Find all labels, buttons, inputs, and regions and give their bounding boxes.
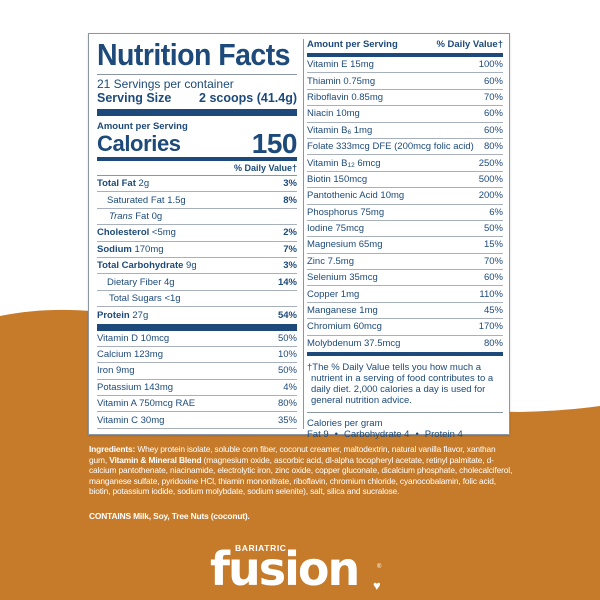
calories-per-gram: Calories per gram Fat 9 • Carbohydrate 4 • P… [307,418,503,440]
amount-per-serving: Amount per Serving [97,121,188,132]
micronutrient-row-iodine: Iodine 75mcg 50% [307,221,503,238]
column-divider [303,39,304,429]
micronutrient-row-copper: Copper 1mg 110% [307,286,503,303]
micronutrient-row-selenium: Selenium 35mcg 60% [307,270,503,287]
nutrient-row-sodium: Sodium 170mg 7% [97,242,297,258]
micronutrient-row-magnesium: Magnesium 65mg 15% [307,237,503,254]
registered-mark-icon: ® [377,564,382,570]
right-column-header: Amount per Serving % Daily Value† [307,37,503,53]
calories-per-gram-label: Calories per gram [307,418,383,430]
nutrition-facts-panel: Nutrition Facts 21 Servings per containe… [88,33,510,440]
vitamin-mineral-blend-label: Vitamin & Mineral Blend [109,454,202,465]
micronutrient-row-chromium: Chromium 60mcg 170% [307,319,503,336]
ingredients-label: Ingredients: [89,444,136,454]
micronutrient-row-riboflavin: Riboflavin 0.85mg 70% [307,90,503,107]
micronutrient-row-vitamin-b6: Vitamin B6 1mg 60% [307,123,503,139]
calories-value: 150 [251,128,298,159]
micronutrient-row-folate: Folate 333mcg DFE (200mcg folic acid) 80% [307,139,503,156]
nutrient-row-total-fat: Total Fat 2g 3% [97,176,297,193]
daily-value-footnote: †The % Daily Value tells you how much a … [307,362,503,414]
micronutrient-row-vitamin-e: Vitamin E 15mg 100% [307,57,503,74]
medium-divider [307,352,503,357]
calories-per-gram-values: Fat 9 • Carbohydrate 4 • Protein 4 [307,429,463,441]
micronutrient-row-iron: Iron 9mg 50% [97,363,297,380]
micronutrient-row-zinc: Zinc 7.5mg 70% [307,254,503,271]
medium-divider [307,53,503,57]
thick-divider [97,323,297,331]
nutrition-right-column: Amount per Serving % Daily Value† Vitami… [307,34,503,440]
micronutrient-row-thiamin: Thiamin 0.75mg 60% [307,73,503,90]
nutrient-row-dietary-fiber: Dietary Fiber 4g 14% [97,274,297,291]
micronutrient-row-pantothenic-acid: Pantothenic Acid 10mg 200% [307,188,503,205]
heart-icon: ♥ [373,578,381,593]
amount-per-serving-header: Amount per Serving [307,39,398,50]
nutrient-row-saturated-fat: Saturated Fat 1.5g 8% [97,192,297,209]
serving-size-label: Serving Size [97,91,172,105]
micronutrient-row-niacin: Niacin 10mg 60% [307,106,503,123]
logo-bariatric-text: BARIATRIC [235,543,287,553]
calories-row: Calories 150 [97,128,298,159]
micronutrient-row-potassium: Potassium 143mg 4% [97,380,297,397]
nutrient-row-protein: Protein 27g 54% [97,309,297,321]
bullet-icon: • [415,429,419,441]
micronutrient-row-manganese: Manganese 1mg 45% [307,303,503,320]
serving-size-value: 2 scoops (41.4g) [199,91,297,105]
daily-value-header: % Daily Value† [97,161,297,176]
ingredients-list: Ingredients: Whey protein isolate, solub… [89,444,513,496]
servings-per-container: 21 Servings per container [97,77,234,91]
divider [97,74,297,75]
thick-divider [97,109,297,116]
micronutrient-row-biotin: Biotin 150mcg 500% [307,172,503,189]
micronutrient-row-calcium: Calcium 123mg 10% [97,347,297,364]
micronutrient-row-vitamin-c: Vitamin C 30mg 35% [97,412,297,429]
micronutrient-row-phosphorus: Phosphorus 75mg 6% [307,205,503,221]
bullet-icon: • [334,429,338,441]
medium-divider [97,157,297,161]
micronutrient-row-vitamin-d: Vitamin D 10mcg 50% [97,331,297,347]
micronutrient-row-vitamin-a: Vitamin A 750mcg RAE 80% [97,396,297,413]
micronutrient-row-molybdenum: Molybdenum 37.5mcg 80% [307,338,503,350]
nutrient-row-trans-fat: Trans Fat 0g [97,209,297,226]
logo-fusion-text: fusion [210,542,360,596]
daily-value-header: % Daily Value† [436,39,503,50]
micronutrient-row-vitamin-b12: Vitamin B12 6mcg 250% [307,155,503,172]
nutrition-left-column: Nutrition Facts 21 Servings per containe… [97,34,298,434]
serving-size: Serving Size 2 scoops (41.4g) [97,91,297,106]
nutrition-facts-title: Nutrition Facts [97,37,291,72]
bariatric-fusion-logo: BARIATRIC fusion ® ♥ [205,540,405,598]
nutrient-row-total-sugars: Total Sugars <1g [97,291,297,308]
nutrient-row-total-carbohydrate: Total Carbohydrate 9g 3% [97,258,297,275]
nutrient-row-cholesterol: Cholesterol <5mg 2% [97,225,297,242]
calories-label: Calories [97,131,181,156]
allergen-statement: CONTAINS Milk, Soy, Tree Nuts (coconut). [89,511,250,521]
